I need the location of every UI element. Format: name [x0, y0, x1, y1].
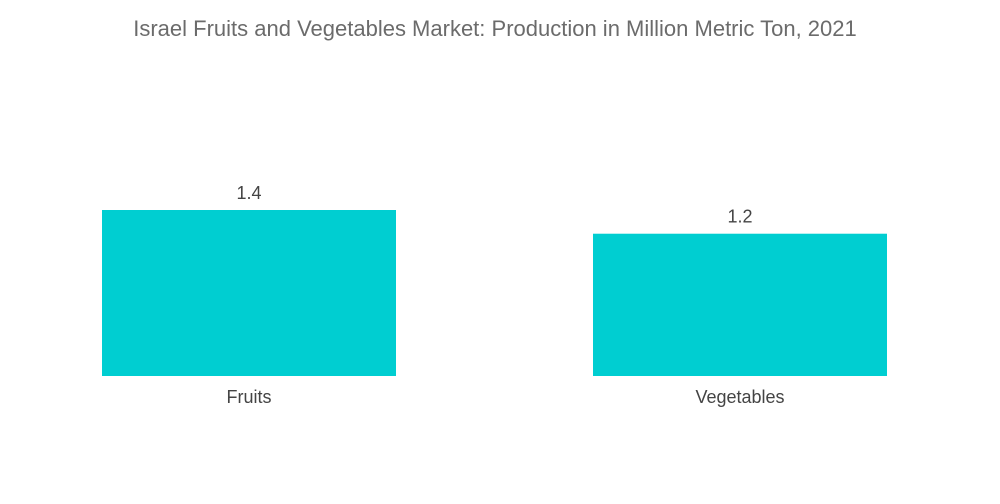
data-label-fruits: 1.4	[236, 183, 261, 203]
bar-fruits	[102, 210, 396, 376]
data-label-vegetables: 1.2	[727, 207, 752, 227]
bar-vegetables	[593, 233, 887, 376]
chart-title: Israel Fruits and Vegetables Market: Pro…	[133, 16, 857, 41]
category-label-fruits: Fruits	[227, 387, 272, 407]
category-label-vegetables: Vegetables	[695, 387, 784, 407]
